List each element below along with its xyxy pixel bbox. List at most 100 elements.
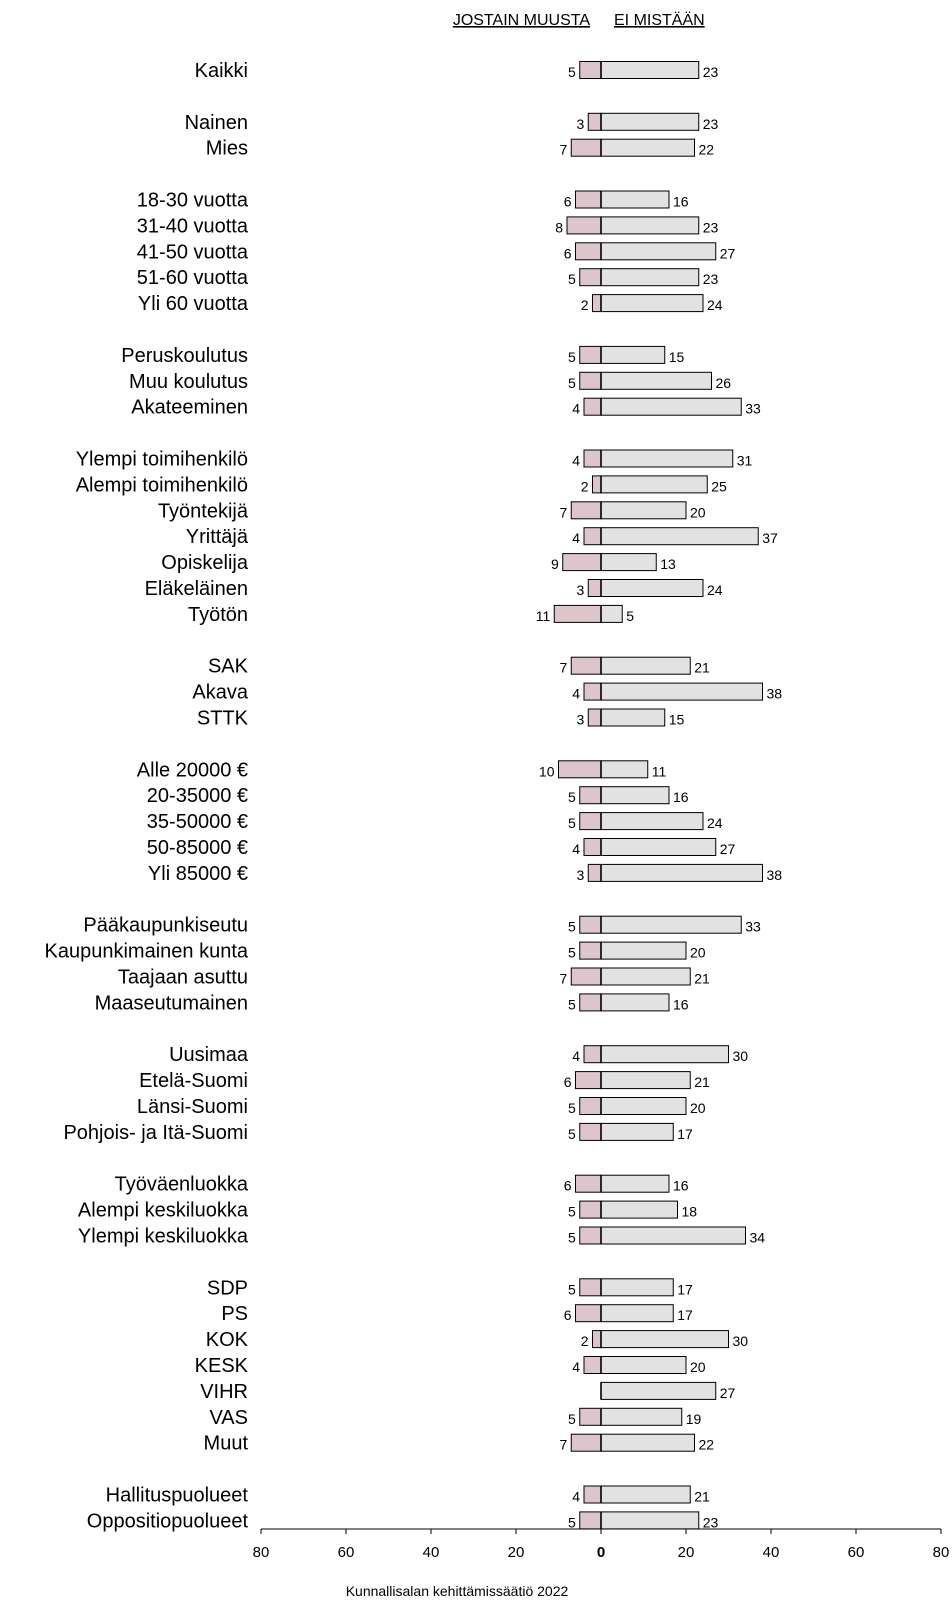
right-bar [600,1278,674,1297]
right-value-label: 27 [720,841,736,857]
chart-row: Työtön 11 5 [188,604,634,626]
chart-row: Uusimaa 4 30 [169,1044,748,1066]
left-bar [575,190,602,209]
category-label: Muu koulutus [129,371,248,393]
left-value-label: 5 [568,1411,576,1427]
left-bar [579,1226,602,1245]
right-value-label: 18 [682,1204,698,1220]
chart-row: Ylempi keskiluokka 5 34 [78,1226,765,1248]
right-value-label: 23 [703,64,719,80]
category-label: Opiskelija [161,552,249,574]
chart-row: Opiskelija 9 13 [161,552,676,574]
right-bar [600,112,700,131]
left-header: JOSTAIN MUUSTA [453,12,591,29]
right-value-label: 22 [699,1437,715,1453]
left-bar [583,1045,602,1064]
x-tick-label: 20 [508,1544,525,1561]
right-bar [600,1407,683,1426]
left-bar [579,1122,602,1141]
right-bar [600,812,704,831]
chart-row: Alempi keskiluokka 5 18 [78,1200,697,1222]
left-bar [575,242,602,261]
left-bar [583,527,602,546]
left-bar [583,449,602,468]
left-value-label: 6 [564,245,572,261]
left-bar [579,915,602,934]
category-label: Alle 20000 € [137,759,248,781]
category-label: STTK [197,708,249,730]
right-value-label: 34 [750,1230,766,1246]
right-bar [600,941,687,960]
category-label: Alempi keskiluokka [78,1200,249,1222]
right-value-label: 16 [673,1178,689,1194]
left-value-label: 4 [572,530,580,546]
right-bar [600,760,649,779]
left-bar [579,1407,602,1426]
left-value-label: 5 [568,996,576,1012]
category-label: Länsi-Suomi [137,1096,248,1118]
right-value-label: 20 [690,1100,706,1116]
left-bar [575,1304,602,1323]
right-value-label: 23 [703,1514,719,1530]
category-label: Uusimaa [169,1044,249,1066]
right-bar [600,863,763,882]
chart-row: Ylempi toimihenkilö 4 31 [76,449,753,471]
chart-row: Etelä-Suomi 6 21 [139,1070,710,1092]
right-bar [600,838,717,856]
category-label: Oppositiopuolueet [87,1510,249,1532]
left-value-label: 2 [581,1333,589,1349]
left-bar [579,1200,602,1219]
left-value-label: 3 [576,712,584,728]
chart-row: VAS 5 19 [209,1407,701,1429]
x-tick-label: 60 [848,1544,865,1561]
right-bar [600,915,742,934]
left-bar [587,708,602,727]
chart-row: Työväenluokka 6 16 [115,1174,689,1196]
left-value-label: 5 [568,271,576,287]
right-value-label: 20 [690,1359,706,1375]
left-value-label: 7 [559,1437,567,1453]
category-label: Hallituspuolueet [106,1485,249,1507]
left-value-label: 5 [568,1100,576,1116]
right-value-label: 17 [677,1307,693,1323]
chart-row: Akava 4 38 [192,682,782,704]
right-bar [600,475,708,494]
category-label: Eläkeläinen [145,578,248,600]
right-value-label: 30 [733,1333,749,1349]
right-value-label: 22 [699,142,715,158]
left-bar [587,112,602,131]
x-axis: 80 60 40 20 0 20 40 60 80 [253,1528,949,1561]
right-value-label: 16 [673,789,689,805]
right-bar [600,1045,729,1064]
left-bar [579,345,602,364]
source-note: Kunnallisalan kehittämissäätiö 2022 [346,1583,569,1599]
right-bar [600,1485,691,1504]
right-bar [600,579,704,597]
chart-row: Mies 7 22 [206,138,715,160]
right-bar [600,1122,674,1141]
left-bar [558,760,602,779]
category-label: Työväenluokka [115,1174,249,1196]
left-value-label: 8 [555,219,563,235]
category-label: 18-30 vuotta [137,190,249,212]
left-value-label: 5 [568,919,576,935]
left-value-label: 4 [572,1359,580,1375]
x-tick-label: 40 [423,1544,440,1561]
category-label: VAS [209,1407,248,1429]
right-bar [600,138,695,157]
chart-row: Eläkeläinen 3 24 [145,578,723,600]
chart-row: Pohjois- ja Itä-Suomi 5 17 [63,1122,693,1144]
category-label: SDP [207,1277,248,1299]
category-label: Kaupunkimainen kunta [45,941,249,963]
chart-row: 20-35000 € 5 16 [147,785,689,807]
right-bar [600,61,700,79]
chart-row: Hallituspuolueet 4 21 [106,1485,710,1507]
right-bar [600,604,623,623]
right-bar [600,1304,674,1323]
category-label: 41-50 vuotta [137,241,249,263]
left-bar [579,993,602,1012]
left-value-label: 2 [581,478,589,494]
right-bar [600,190,670,209]
right-value-label: 16 [673,996,689,1012]
